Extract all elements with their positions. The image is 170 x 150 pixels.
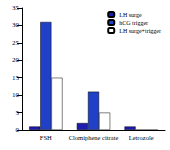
svg-text:10: 10 bbox=[12, 91, 20, 99]
svg-text:LH surge: LH surge bbox=[119, 12, 142, 18]
svg-text:30: 30 bbox=[12, 21, 20, 29]
svg-text:5: 5 bbox=[16, 109, 20, 117]
svg-text:FSH: FSH bbox=[40, 134, 52, 141]
svg-text:15: 15 bbox=[12, 74, 20, 82]
svg-text:Letrozole: Letrozole bbox=[129, 134, 154, 141]
svg-text:25: 25 bbox=[12, 39, 20, 47]
svg-text:20: 20 bbox=[12, 56, 20, 64]
svg-text:Clomiphene citrate: Clomiphene citrate bbox=[69, 134, 119, 141]
svg-text:0: 0 bbox=[16, 126, 20, 134]
svg-text:35: 35 bbox=[12, 4, 20, 12]
svg-text:hCG trigger: hCG trigger bbox=[119, 20, 148, 26]
svg-text:LH surge+trigger: LH surge+trigger bbox=[119, 28, 161, 34]
